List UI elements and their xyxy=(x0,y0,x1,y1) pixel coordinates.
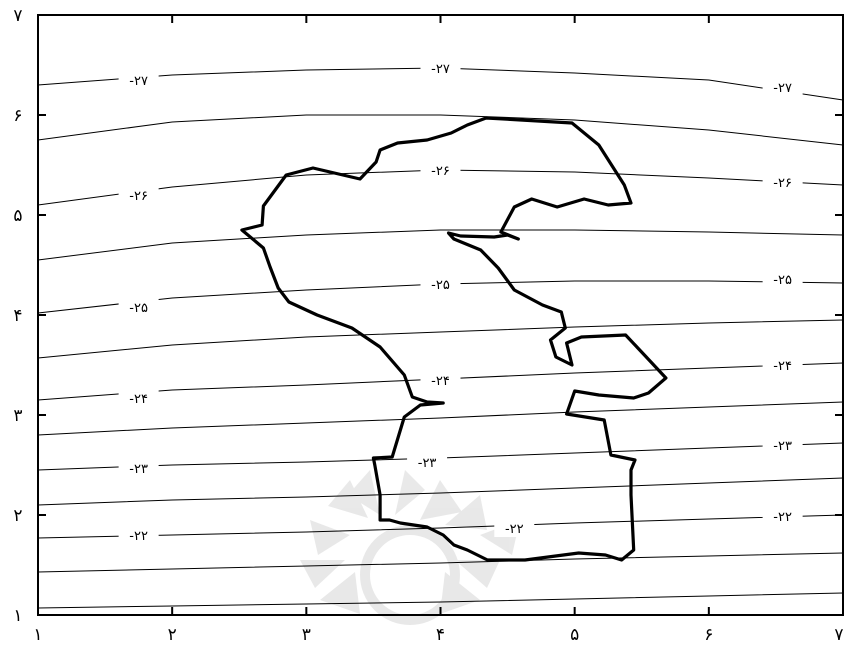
contour-label-bg xyxy=(407,453,448,471)
contour-label-bg xyxy=(762,507,803,525)
isoline-7 xyxy=(37,401,844,436)
x-tick-label: ۷ xyxy=(834,625,843,645)
y-tick-label: ۳ xyxy=(13,406,22,426)
isoline-5 xyxy=(37,319,844,359)
contour-label-bg xyxy=(762,356,803,374)
contour-label-bg xyxy=(494,519,535,537)
y-tick-label: ۲ xyxy=(13,506,22,526)
x-tick-label: ۵ xyxy=(570,625,579,645)
y-tick-label: ۴ xyxy=(13,306,22,326)
contour-label-bg xyxy=(118,526,159,544)
contour-label: -۲۷ xyxy=(773,81,792,96)
y-tick-label: ۱ xyxy=(13,606,22,626)
contour-label: -۲۴ xyxy=(431,374,450,389)
contour-label-bg xyxy=(420,371,461,389)
contour-label-bg xyxy=(762,436,803,454)
contour-label-bg xyxy=(420,275,461,293)
contour-label: -۲۲ xyxy=(129,529,148,544)
watermark-emblem xyxy=(300,470,520,625)
y-tick-label: ۷ xyxy=(13,6,22,26)
contour-label-bg xyxy=(118,298,159,316)
contour-label-bg xyxy=(420,161,461,179)
isoline-1 xyxy=(37,114,844,146)
contour-label: -۲۲ xyxy=(773,510,792,525)
x-tick-label: ۶ xyxy=(704,625,713,645)
isoline-12 xyxy=(37,592,844,609)
contour-label: -۲۵ xyxy=(129,301,148,316)
contour-label: -۲۳ xyxy=(129,462,148,477)
contour-label-bg xyxy=(118,186,159,204)
contour-label: -۲۲ xyxy=(505,522,524,537)
x-tick-label: ۴ xyxy=(436,625,445,645)
contour-label: -۲۵ xyxy=(431,278,450,293)
contour-label: -۲۷ xyxy=(129,74,148,89)
x-tick-label: ۱ xyxy=(33,625,42,645)
contour-label-bg xyxy=(118,459,159,477)
isoline-11 xyxy=(37,552,844,573)
contour-label-bg xyxy=(118,389,159,407)
contour-label: -۲۶ xyxy=(773,176,792,191)
contour-label: -۲۳ xyxy=(773,439,792,454)
map-frame xyxy=(37,14,844,616)
y-tick-label: ۶ xyxy=(13,106,22,126)
province-boundary xyxy=(240,116,668,562)
isoline-10 xyxy=(37,514,844,539)
x-tick-label: ۳ xyxy=(302,625,311,645)
isoline-3 xyxy=(37,229,844,261)
isoline-9 xyxy=(37,477,844,506)
contour-label: -۲۴ xyxy=(129,392,148,407)
contour-label-bg xyxy=(762,78,803,96)
contour-label: -۲۶ xyxy=(129,189,148,204)
contour-label: -۲۷ xyxy=(431,62,450,77)
contour-label-bg xyxy=(762,270,803,288)
contour-label: -۲۳ xyxy=(418,456,437,471)
contour-label: -۲۵ xyxy=(773,273,792,288)
contour-label: -۲۶ xyxy=(431,164,450,179)
contour-label-bg xyxy=(118,71,159,89)
x-tick-label: ۲ xyxy=(168,625,177,645)
contour-label: -۲۴ xyxy=(773,359,792,374)
contour-label-bg xyxy=(420,59,461,77)
contour-label-bg xyxy=(762,173,803,191)
y-tick-label: ۵ xyxy=(13,206,22,226)
